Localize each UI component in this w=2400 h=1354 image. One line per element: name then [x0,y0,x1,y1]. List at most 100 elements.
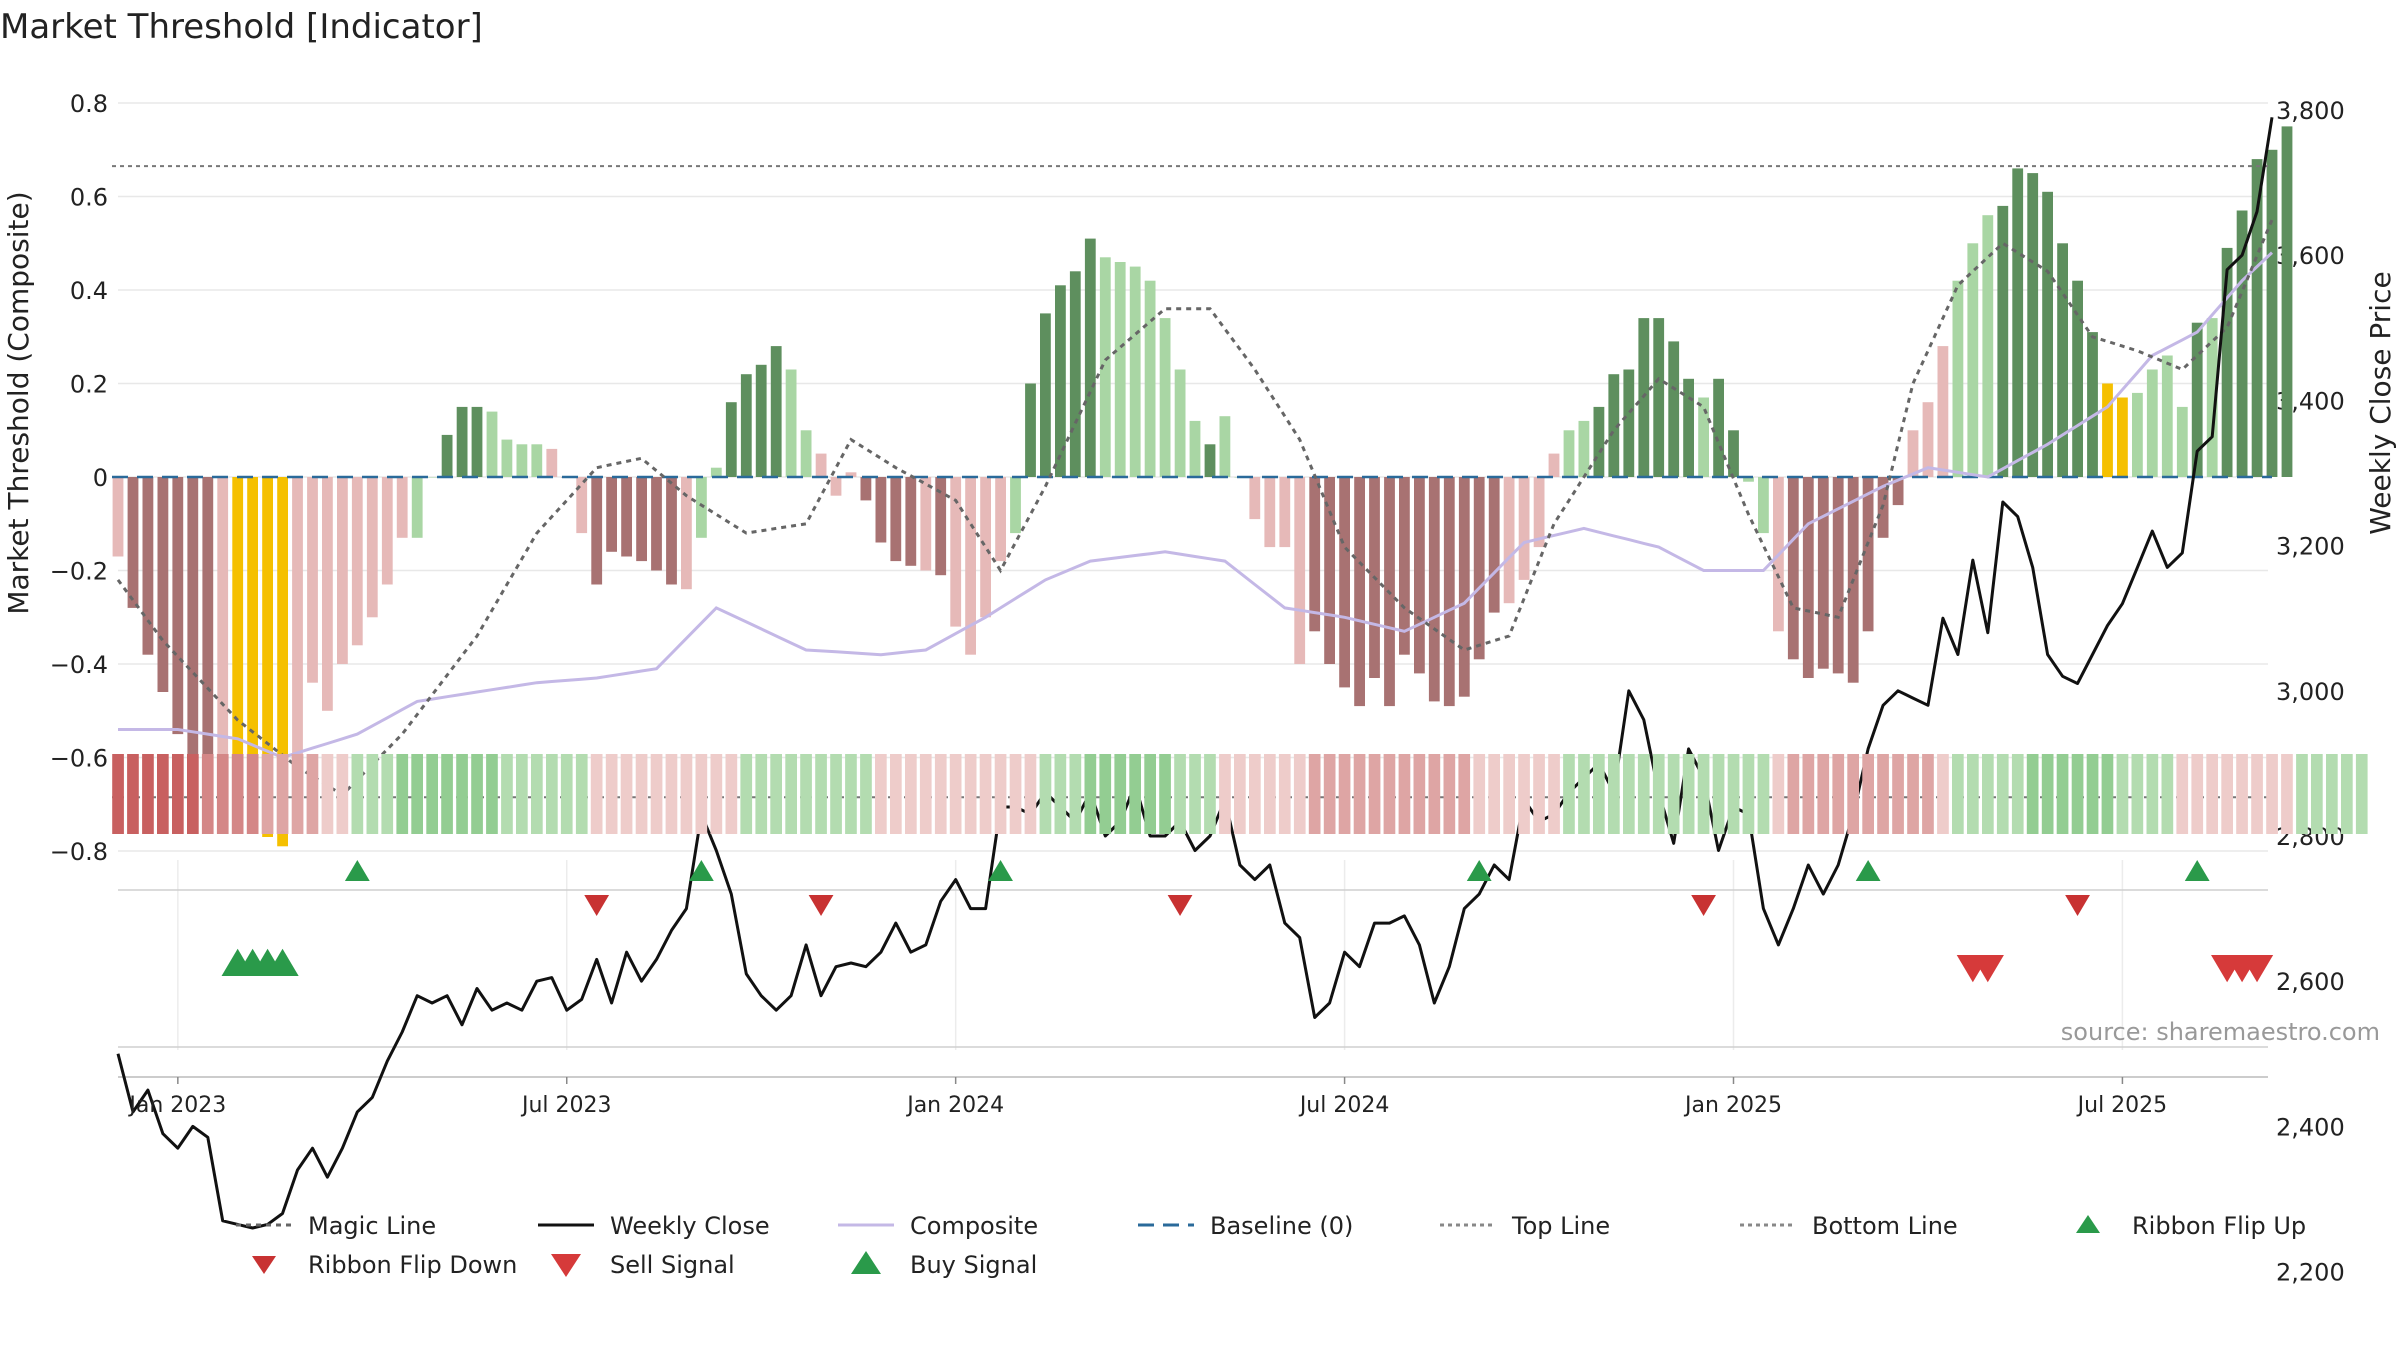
ribbon-cell [1398,754,1411,834]
ribbon-cell [516,754,528,834]
ribbon-cell [1996,754,2009,834]
composite-bar [292,477,303,758]
ribbon-cell [1712,754,1725,834]
chart-title: Market Threshold [Indicator] [0,7,483,47]
ribbon-cell [1548,754,1560,834]
composite-bar [651,477,662,571]
ribbon-cell [1249,754,1261,834]
ribbon-cell [456,754,468,834]
composite-bar [516,444,528,477]
ribbon-flip-up-marker [1855,860,1881,881]
composite-bar [1548,453,1560,477]
composite-bar [456,406,468,477]
y2-tick-label: 3,000 [2276,678,2345,706]
ribbon-flip-down-marker [584,895,610,916]
composite-bar [1144,280,1156,477]
y-tick-label: −0.2 [50,558,108,586]
ribbon-cell [830,754,842,834]
composite-bar [337,477,348,664]
composite-bar [2132,392,2143,477]
composite-bar [1428,477,1440,702]
ribbon-flip-up-marker [2184,860,2210,881]
ribbon-cell [890,754,902,834]
y-axis-label: Market Threshold (Composite) [2,191,35,614]
composite-bar [785,369,797,477]
ribbon-cell [1982,754,1994,834]
ribbon-cell [905,754,917,834]
signal-markers [221,860,2274,983]
ribbon-cell [1278,754,1291,834]
composite-bar [1533,477,1545,548]
ribbon-cell [2116,754,2129,834]
ribbon-cell [1892,754,1904,834]
composite-bar [890,477,902,562]
ribbon-cell [1802,754,1815,834]
ribbon-cell [1832,754,1845,834]
ribbon-cell [2041,754,2054,834]
composite-bar [1204,444,1216,477]
composite-bar [217,477,229,763]
ribbon-cell [501,754,513,834]
legend: Magic Line Weekly Close Composite Baseline … [236,1212,2306,1279]
ribbon-cell [306,754,319,834]
composite-bar [1698,397,1709,477]
ribbon-cell [291,754,304,834]
legend-label: Buy Signal [910,1251,1037,1279]
ribbon-cell [1967,754,1979,834]
y-tick-label: −0.4 [50,651,108,679]
composite-bar [1458,477,1470,697]
composite-bar [157,477,169,692]
composite-bar [501,439,513,477]
ribbon-cell [994,754,1007,834]
ribbon-cell [635,754,648,834]
legend-label: Bottom Line [1812,1212,1958,1240]
ribbon-cell [486,754,498,834]
ribbon-cell [1563,754,1575,834]
composite-bar [725,402,737,477]
composite-bar [546,448,558,477]
composite-bar [1025,383,1036,477]
x-tick-label: Jul 2024 [1298,1093,1390,1118]
source-note: source: sharemaestro.com [2061,1018,2380,1046]
composite-bar [1743,477,1754,482]
composite-bar [531,444,543,477]
ribbon-flip-down-marker [1167,895,1193,916]
ribbon-cell [1757,754,1770,834]
composite-bar [1264,477,1276,548]
ribbon-cell [1219,754,1231,834]
composite-bar [1114,262,1126,477]
ribbon-cell [1204,754,1216,834]
composite-bar [2251,159,2263,477]
composite-bar [322,477,333,711]
ribbon-cell [770,754,782,834]
ribbon-cell [2056,754,2069,834]
ribbon-cell [1084,754,1097,834]
composite-bar [2057,243,2068,477]
ribbon-cell [1353,754,1366,834]
ribbon-cell [1039,754,1052,834]
composite-bar [666,477,677,585]
composite-bar [127,477,139,608]
ribbon-cell [815,754,827,834]
composite-bar [112,477,124,557]
composite-bar [1937,346,1949,477]
y-tick-label: 0.2 [70,371,108,399]
y-tick-label: −0.8 [50,838,108,866]
y-tick-label: −0.6 [50,745,108,773]
ribbon-cell [1623,754,1635,834]
ribbon-cell [336,754,349,834]
composite-bar [696,477,707,538]
composite-bar [845,472,857,477]
legend-item: Weekly Close [538,1212,770,1240]
composite-bar [1967,243,1979,477]
ribbon-cell [1323,754,1336,834]
ribbon-cell [2266,754,2278,834]
ribbon-cell [1937,754,1949,834]
composite-bar [2027,173,2039,477]
composite-bar [1952,280,1964,477]
composite-bar [1129,266,1141,477]
ribbon-cell [1428,754,1441,834]
x-tick-label: Jul 2023 [520,1093,612,1118]
legend-item: Ribbon Flip Down [252,1251,517,1279]
